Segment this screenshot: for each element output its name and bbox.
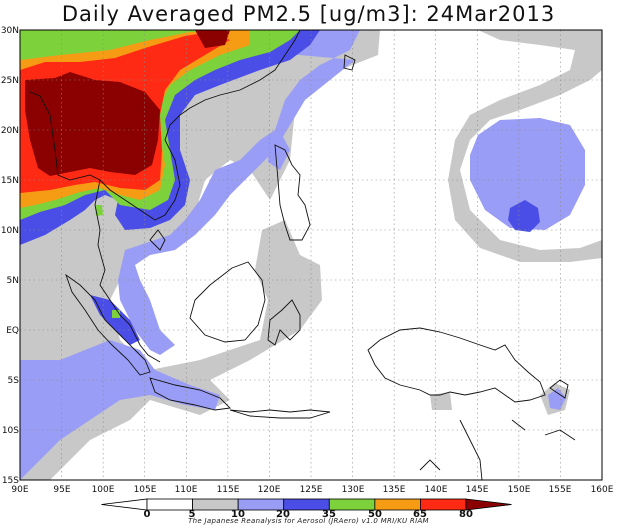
lon-labels: 90E 95E 100E 105E 110E 115E 120E 125E 13… bbox=[11, 485, 613, 495]
concentration-field bbox=[20, 30, 602, 480]
colorbar-arrow-low bbox=[101, 498, 148, 511]
lat-label: 10N bbox=[1, 226, 19, 236]
lon-label: 140E bbox=[425, 485, 448, 495]
lat-label: 20N bbox=[1, 126, 19, 136]
lat-label: 30N bbox=[1, 26, 19, 36]
lon-label: 105E bbox=[134, 485, 157, 495]
colorbar-label: 10 bbox=[231, 509, 245, 520]
map-title: Daily Averaged PM2.5 [ug/m3]: 24Mar2013 bbox=[61, 2, 556, 26]
colorbar-labels: 0 5 10 20 35 50 65 80 bbox=[144, 509, 473, 520]
lon-label: 150E bbox=[508, 485, 531, 495]
colorbar bbox=[101, 498, 512, 511]
colorbar-segment bbox=[146, 498, 193, 511]
lat-label: 10S bbox=[2, 426, 19, 436]
lat-label: EQ bbox=[6, 326, 19, 336]
data-credit: The Japanese Reanalysis for Aerosol (JRA… bbox=[188, 517, 429, 525]
lat-labels: 30N 25N 20N 15N 10N 5N EQ 5S 10S 15S bbox=[1, 26, 19, 486]
lon-label: 100E bbox=[92, 485, 115, 495]
colorbar-label: 50 bbox=[368, 509, 382, 520]
colorbar-arrow-high bbox=[465, 498, 512, 511]
colorbar-label: 35 bbox=[322, 509, 336, 520]
lon-label: 125E bbox=[300, 485, 323, 495]
lon-label: 110E bbox=[175, 485, 198, 495]
lat-label: 5N bbox=[7, 276, 19, 286]
lat-label: 25N bbox=[1, 76, 19, 86]
lat-label: 15S bbox=[2, 476, 19, 486]
lon-label: 135E bbox=[383, 485, 406, 495]
coastlines bbox=[29, 30, 576, 480]
colorbar-label: 80 bbox=[459, 509, 473, 520]
lon-label: 90E bbox=[11, 485, 28, 495]
plot-border bbox=[19, 29, 603, 481]
lat-label: 5S bbox=[8, 376, 20, 386]
lon-label: 160E bbox=[591, 485, 614, 495]
colorbar-label: 0 bbox=[144, 509, 151, 520]
colorbar-label: 5 bbox=[189, 509, 196, 520]
lat-lon-grid bbox=[20, 30, 602, 480]
lon-label: 95E bbox=[53, 485, 70, 495]
lat-label: 15N bbox=[1, 176, 19, 186]
lon-label: 155E bbox=[549, 485, 572, 495]
lon-label: 130E bbox=[342, 485, 365, 495]
colorbar-label: 20 bbox=[276, 509, 290, 520]
lon-label: 115E bbox=[217, 485, 240, 495]
lon-label: 120E bbox=[258, 485, 281, 495]
lon-label: 145E bbox=[466, 485, 489, 495]
colorbar-label: 65 bbox=[413, 509, 427, 520]
